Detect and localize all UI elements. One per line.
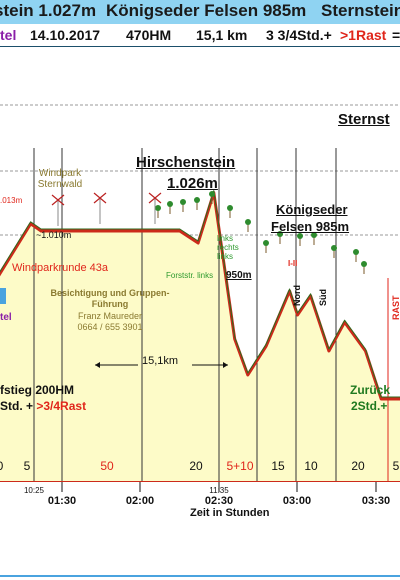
segment-minutes: 10 <box>304 459 318 473</box>
hirschenstein-name: Hirschenstein <box>136 154 236 171</box>
tree-icon <box>297 233 303 239</box>
alt-1013-label: .013m <box>0 196 23 205</box>
windpark-text: Windpark Sternwald <box>37 168 83 190</box>
header-duration: 3 3/4Std.+ <box>266 27 332 43</box>
profile-chart: Nord Süd RAST I-II 0 5 50 20 5+10 15 10 20 5 Sternst… <box>0 48 400 483</box>
distance-arrow-label: 15,1km <box>142 355 179 367</box>
aufstieg-rast: >3/4Rast <box>36 399 87 413</box>
profile-line <box>0 191 400 401</box>
x-tick-label: 03:00 <box>283 495 311 507</box>
tree-icon <box>311 232 317 238</box>
sternstein-title: Sternst <box>338 111 390 128</box>
forststr-label: Forststr. links <box>166 271 214 280</box>
header-rest: >1Rast <box>340 27 387 43</box>
tree-icon <box>263 240 269 246</box>
tree-icon <box>155 205 161 211</box>
segment-minutes: 5+10 <box>226 459 253 473</box>
tree-icon <box>227 205 233 211</box>
header-peak-2: Königseder Felsen 985m <box>106 1 307 20</box>
header-prefix: tel <box>0 27 17 43</box>
tree-icon <box>331 245 337 251</box>
segment-minutes: 20 <box>351 459 365 473</box>
links-rechts-label: links rechts links <box>217 234 239 261</box>
time-mark-label: 11:35 <box>209 486 229 495</box>
koenigseder-altitude: Felsen 985m <box>271 219 350 234</box>
x-tick-label: 02:00 <box>126 495 154 507</box>
tree-icon <box>277 231 283 237</box>
aufstieg-label: fstieg 200HM <box>0 383 75 397</box>
segment-minutes: 0 <box>0 459 4 473</box>
segment-minutes: 20 <box>189 459 203 473</box>
x-axis-title: Zeit in Stunden <box>190 507 270 519</box>
rast-label: RAST <box>391 295 400 320</box>
header-peaks-bar: stein 1.027m Königseder Felsen 985m Ster… <box>0 0 400 24</box>
blue-marker <box>0 288 6 304</box>
header-ascent: 470HM <box>126 27 172 43</box>
maureder-label: Franz Maureder <box>77 311 143 321</box>
tree-icon <box>361 261 367 267</box>
besichtigung-label: Besichtigung und Gruppen-Führung <box>50 288 170 309</box>
segment-minutes: 5 <box>393 459 400 473</box>
header-tail: = <box>392 27 400 43</box>
zurueck-label: Zurück <box>350 383 391 397</box>
x-axis: 01:30 02:00 02:30 03:00 03:30 10:25 11:35 <box>0 482 400 577</box>
alt-1010-label: ~1.010m <box>36 230 72 240</box>
header-info-bar: tel 14.10.2017 470HM 15,1 km 3 3/4Std.+ … <box>0 24 400 47</box>
zurueck-time: 2Std.+ <box>351 399 388 413</box>
segment-minutes: 50 <box>100 459 114 473</box>
wind-turbine-icon <box>148 192 162 204</box>
x-tick-label: 03:30 <box>362 495 390 507</box>
tel-left-label: tel <box>0 312 12 323</box>
aufstieg-time: Std. + >3/4Rast <box>0 399 86 413</box>
sued-label: Süd <box>318 289 328 306</box>
alt-950-label: 950m <box>226 270 252 281</box>
tree-icon <box>209 191 215 197</box>
koenigseder-name: Königseder <box>276 202 348 217</box>
nord-label: Nord <box>292 285 302 306</box>
arrow-head <box>223 362 228 368</box>
tree-icon <box>194 197 200 203</box>
hirschenstein-altitude: 1.026m <box>167 175 218 192</box>
i-ii-label: I-II <box>288 259 297 268</box>
tree-icon <box>245 219 251 225</box>
header-distance: 15,1 km <box>196 27 248 43</box>
x-tick-label: 02:30 <box>205 495 233 507</box>
time-mark-label: 10:25 <box>24 486 45 495</box>
phone-label: 0664 / 655 3901 <box>77 322 143 332</box>
tree-icon <box>167 201 173 207</box>
profile-svg: Nord Süd RAST I-II 0 5 50 20 5+10 15 10 20 5 <box>0 104 400 483</box>
header-peak-3: Sternstein <box>321 1 400 20</box>
aufstieg-std: Std. + <box>0 399 34 413</box>
header-date: 14.10.2017 <box>30 27 101 43</box>
header-peak-1: stein 1.027m <box>0 1 97 20</box>
windpark-label: Windpark Sternwald <box>32 168 88 190</box>
windparkrunde-label: Windparkrunde 43a <box>12 262 109 274</box>
wind-turbine-icon <box>51 194 65 206</box>
arrow-head <box>95 362 100 368</box>
tree-icon <box>180 199 186 205</box>
segment-minutes: 5 <box>24 459 31 473</box>
tree-icon <box>353 249 359 255</box>
profile-top-line <box>0 190 400 398</box>
segment-minutes: 15 <box>271 459 285 473</box>
wind-turbine-icon <box>93 192 107 204</box>
profile-area <box>0 192 400 482</box>
x-tick-label: 01:30 <box>48 495 76 507</box>
